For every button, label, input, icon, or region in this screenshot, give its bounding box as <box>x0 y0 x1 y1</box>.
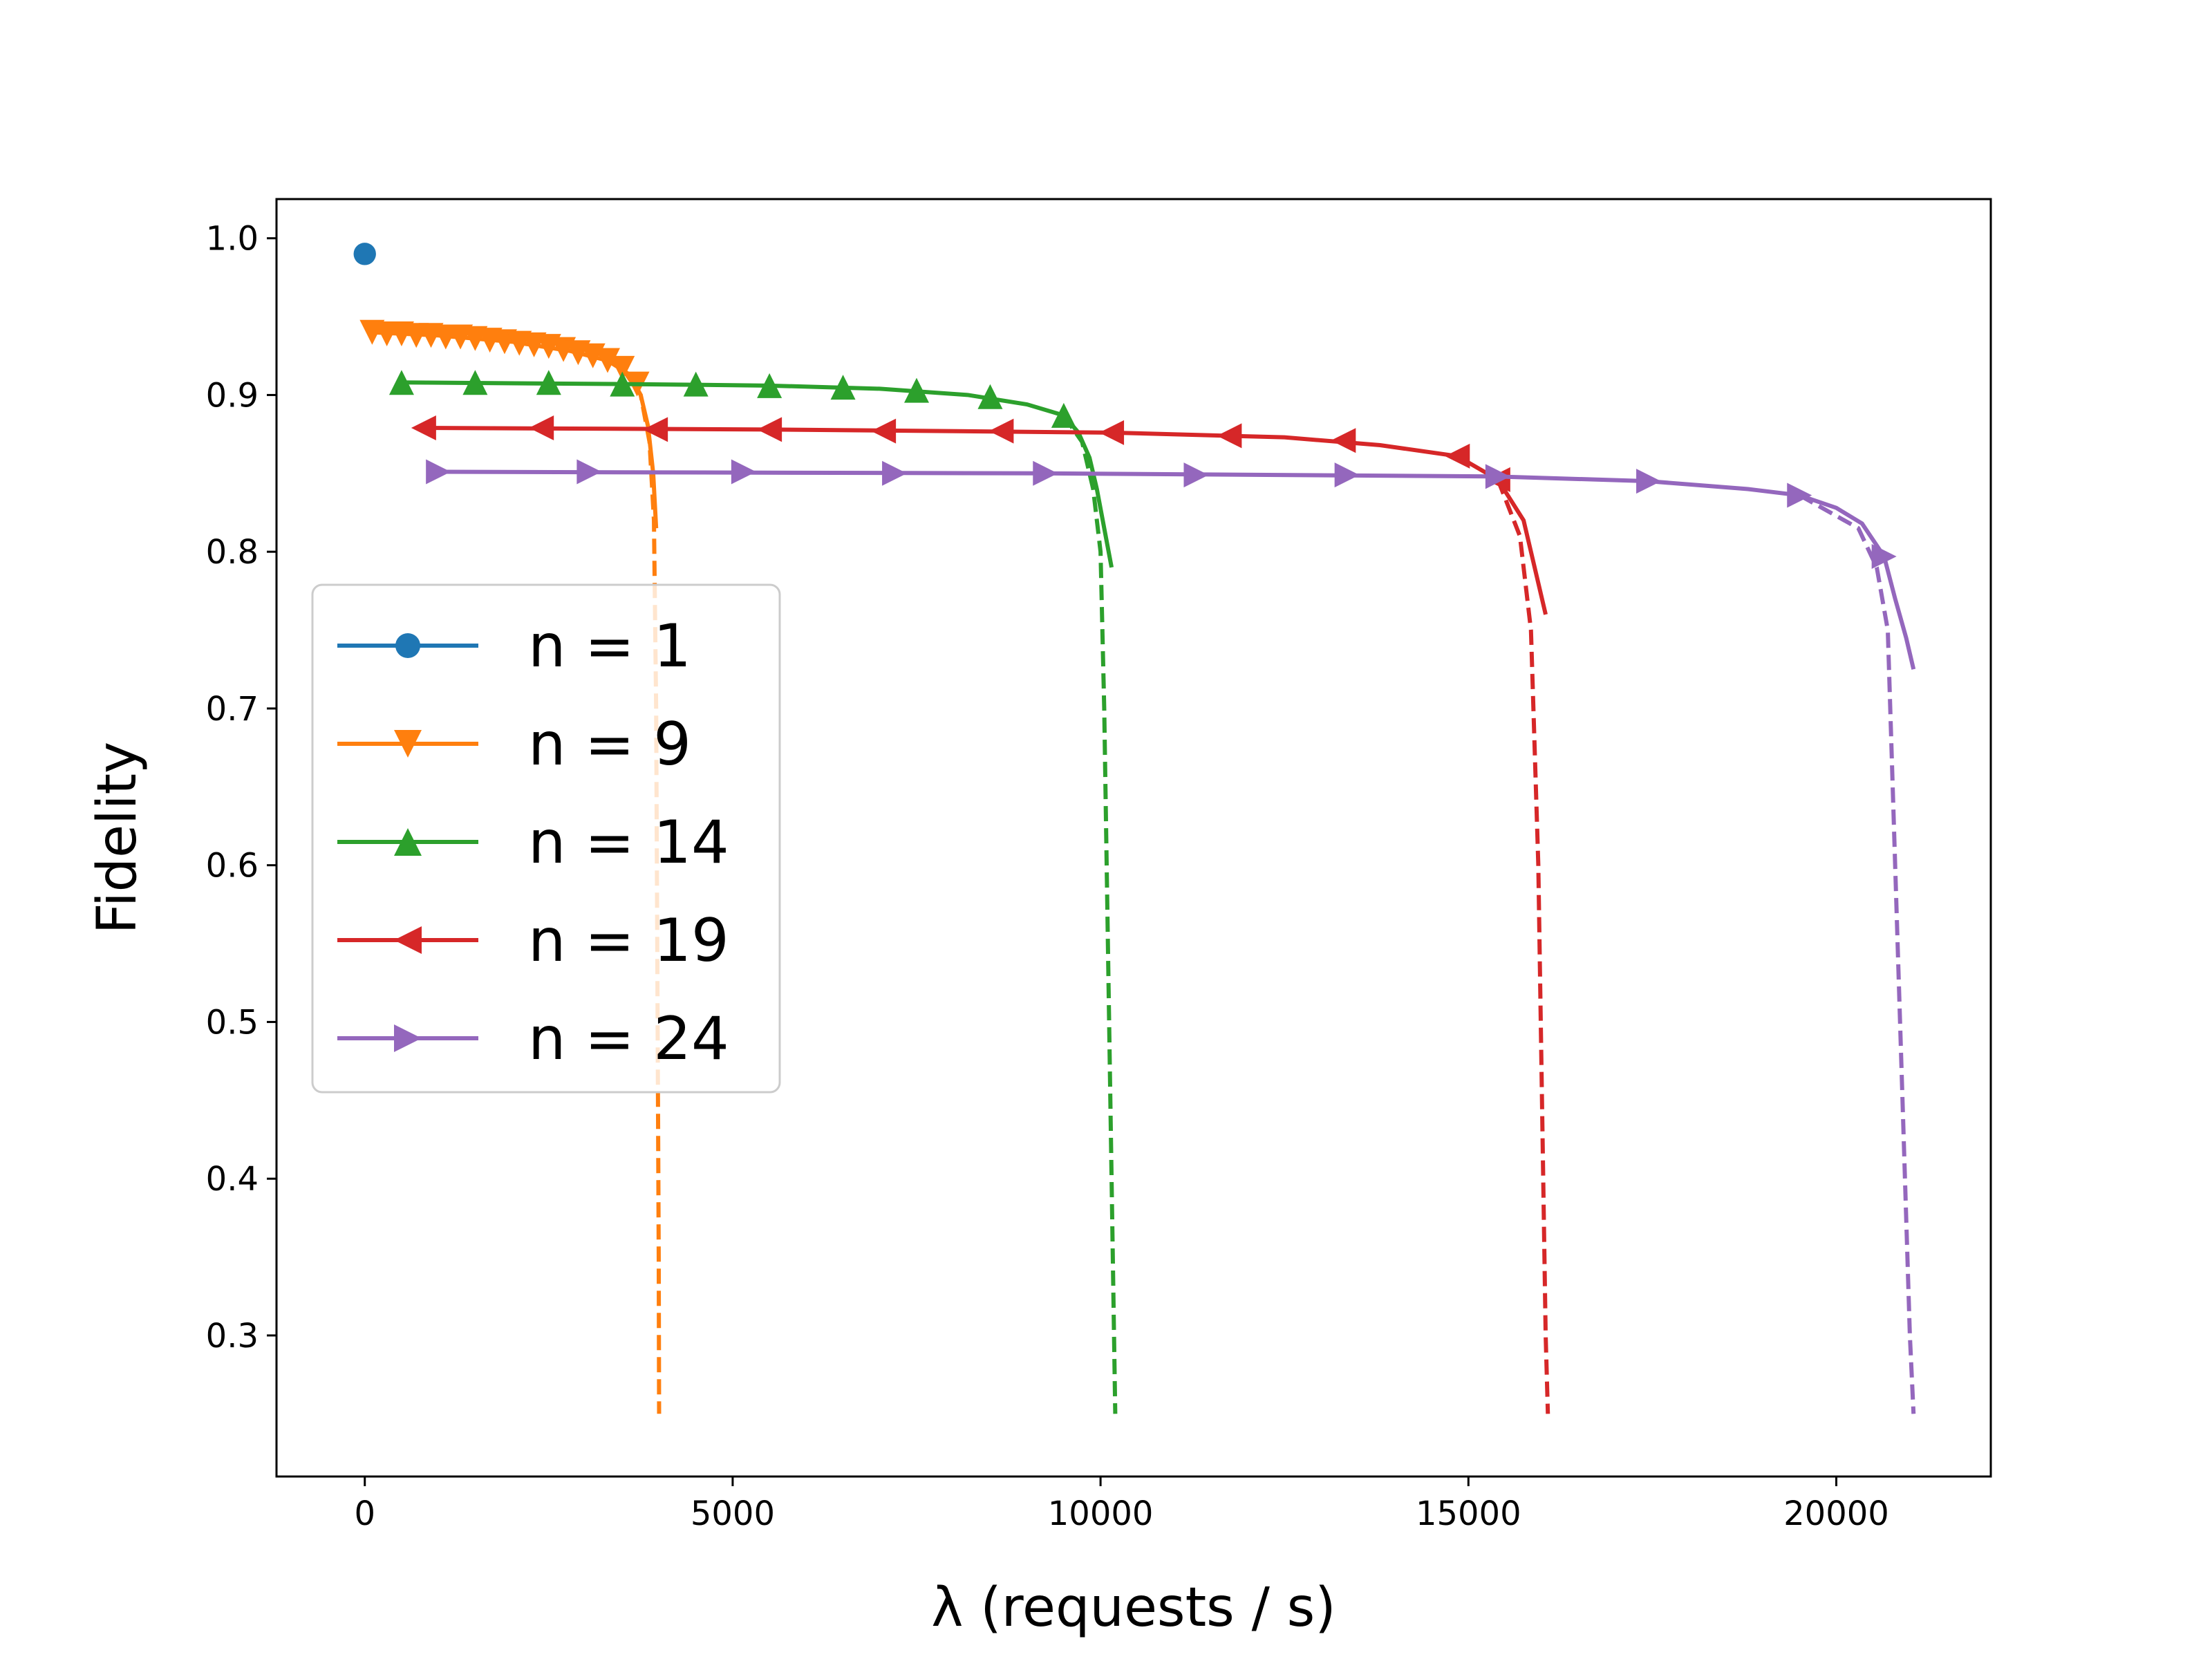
x-tick-label: 5000 <box>691 1494 775 1533</box>
data-point <box>1217 423 1242 449</box>
series-3 <box>411 415 1550 1414</box>
data-point <box>426 459 451 485</box>
legend-entry: n = 24 <box>337 1004 729 1074</box>
y-tick-label: 1.0 <box>206 220 259 259</box>
data-point <box>529 415 554 441</box>
legend-marker <box>394 926 422 954</box>
y-tick-label: 0.9 <box>206 376 259 415</box>
data-point <box>353 243 376 265</box>
series-dashed-line <box>1798 493 1916 1414</box>
series-4 <box>426 459 1916 1414</box>
x-tick-label: 0 <box>354 1494 375 1533</box>
y-tick-label: 0.7 <box>206 690 259 729</box>
data-point <box>577 459 602 485</box>
x-tick-label: 15000 <box>1416 1494 1521 1533</box>
x-axis-label: λ (requests / s) <box>931 1577 1335 1639</box>
legend-box <box>311 583 781 1094</box>
data-point <box>1787 482 1812 508</box>
data-point <box>830 375 856 400</box>
data-point <box>388 370 414 395</box>
x-axis-ticks: 0 5000 10000 15000 20000 <box>354 1477 1889 1533</box>
x-tick-label: 20000 <box>1783 1494 1889 1533</box>
data-point <box>411 415 436 441</box>
data-point <box>1334 462 1360 488</box>
data-point <box>1331 428 1356 453</box>
series-solid-line <box>423 426 1548 615</box>
data-point <box>1033 460 1058 486</box>
data-point <box>757 373 782 398</box>
y-tick-label: 0.4 <box>206 1160 259 1199</box>
legend-entry: n = 14 <box>337 808 729 877</box>
y-axis-label: Fidelity <box>86 742 149 934</box>
legend-marker <box>395 633 420 658</box>
data-point <box>871 418 897 444</box>
series-layer <box>353 243 1916 1414</box>
legend-entry: n = 1 <box>337 612 691 681</box>
legend-label: n = 9 <box>528 710 691 779</box>
legend-entry: n = 9 <box>337 710 691 779</box>
data-point <box>1636 469 1662 494</box>
data-point <box>536 370 561 395</box>
legend: n = 1 n = 9 n = 14 n = 19 n = 24 <box>311 583 781 1094</box>
data-point <box>1485 464 1510 489</box>
legend-label: n = 14 <box>528 808 729 877</box>
data-point <box>1099 420 1125 445</box>
y-tick-label: 0.3 <box>206 1317 259 1356</box>
data-point <box>610 355 635 381</box>
legend-marker <box>394 730 422 758</box>
data-point <box>643 417 668 442</box>
data-point <box>731 459 756 485</box>
y-axis-ticks: 0.3 0.4 0.5 0.6 0.7 0.8 0.9 1.0 <box>206 220 276 1356</box>
series-dashed-line <box>1062 414 1118 1414</box>
x-tick-label: 10000 <box>1048 1494 1154 1533</box>
series-solid-line <box>438 469 1916 670</box>
plot-frame <box>275 198 1992 1478</box>
y-tick-label: 0.6 <box>206 847 259 885</box>
legend-marker <box>394 828 422 856</box>
series-0 <box>353 243 376 265</box>
data-point <box>1445 443 1470 469</box>
legend-marker <box>394 1024 422 1052</box>
data-point <box>757 417 782 442</box>
data-point <box>594 348 620 373</box>
data-point <box>1051 402 1076 428</box>
legend-entry: n = 19 <box>337 906 729 975</box>
data-point <box>683 371 709 397</box>
legend-label: n = 24 <box>528 1004 729 1074</box>
data-point <box>1871 543 1897 569</box>
series-2 <box>388 370 1118 1414</box>
data-point <box>988 418 1014 444</box>
y-tick-label: 0.8 <box>206 533 259 572</box>
data-point <box>462 370 488 395</box>
series-solid-line <box>401 380 1114 568</box>
data-point <box>882 460 908 486</box>
y-tick-label: 0.5 <box>206 1003 259 1042</box>
data-point <box>904 377 930 403</box>
series-dashed-line <box>1496 478 1550 1414</box>
data-point <box>977 384 1003 409</box>
legend-label: n = 19 <box>528 906 729 975</box>
data-point <box>610 371 635 397</box>
legend-label: n = 1 <box>528 612 691 681</box>
data-point <box>1183 462 1209 488</box>
